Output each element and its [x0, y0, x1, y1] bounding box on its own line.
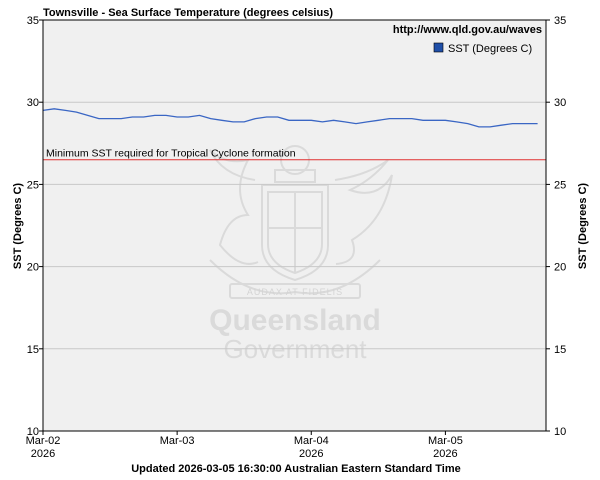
- reference-line-group: Minimum SST required for Tropical Cyclon…: [43, 148, 546, 161]
- tropical-cyclone-threshold-label: Minimum SST required for Tropical Cyclon…: [46, 148, 296, 160]
- y-axis-label-right: SST (Degrees C): [577, 183, 589, 270]
- plot-border: [42, 19, 547, 432]
- x-tick-label: Mar-02: [26, 435, 61, 447]
- y-tick-label-right: 30: [554, 97, 566, 109]
- y-tick-label-right: 15: [554, 344, 566, 356]
- series-group: [42, 108, 538, 128]
- y-tick-label-left: 35: [27, 15, 39, 27]
- legend-label: SST (Degrees C): [448, 43, 532, 55]
- y-tick-label-left: 30: [27, 97, 39, 109]
- legend-swatch: [433, 42, 444, 53]
- legend: SST (Degrees C): [433, 42, 532, 55]
- x-tick-label: Mar-03: [160, 435, 195, 447]
- watermark-queensland: Queensland: [209, 304, 381, 337]
- y-tick-label-left: 20: [27, 262, 39, 274]
- x-tick-year-label: 2026: [31, 448, 55, 460]
- y-tick-label-left: 25: [27, 179, 39, 191]
- y-axis-right: 10 15 20 25 30 35: [546, 15, 566, 438]
- x-tick-year-label: 2026: [299, 448, 323, 460]
- watermark-motto: AUDAX AT FIDELIS: [247, 287, 343, 297]
- y-axis-label-left: SST (Degrees C): [12, 183, 24, 270]
- chart-title: Townsville - Sea Surface Temperature (de…: [43, 7, 333, 19]
- y-tick-label-right: 20: [554, 262, 566, 274]
- updated-footer: Updated 2026-03-05 16:30:00 Australian E…: [131, 463, 461, 475]
- sst-series-line: [42, 108, 538, 128]
- grid: [43, 101, 546, 350]
- x-tick-label: Mar-05: [428, 435, 463, 447]
- y-tick-label-left: 15: [27, 344, 39, 356]
- y-tick-label-right: 25: [554, 179, 566, 191]
- y-axis-left: 10 15 20 25 30 35: [27, 15, 43, 438]
- y-tick-label-right: 35: [554, 15, 566, 27]
- y-tick-label-right: 10: [554, 426, 566, 438]
- y-tick-label-left: 10: [27, 426, 39, 438]
- x-tick-label: Mar-04: [294, 435, 329, 447]
- source-url[interactable]: http://www.qld.gov.au/waves: [393, 24, 542, 36]
- x-tick-year-label: 2026: [433, 448, 457, 460]
